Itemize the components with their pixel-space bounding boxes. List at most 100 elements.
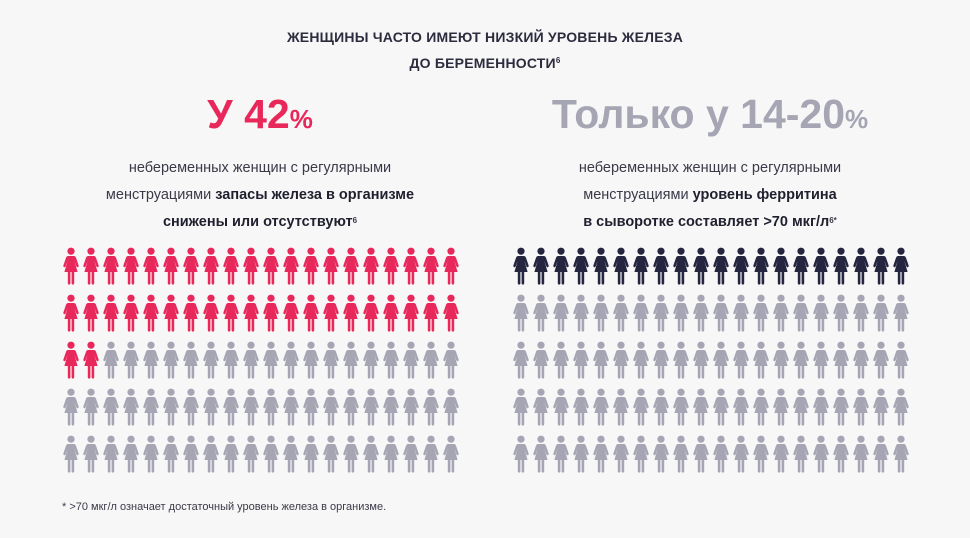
woman-icon-highlighted bbox=[301, 247, 321, 287]
woman-icon bbox=[511, 435, 531, 475]
woman-icon bbox=[361, 341, 381, 381]
woman-icon bbox=[831, 294, 851, 334]
title-line-2: ДО БЕРЕМЕННОСТИ6 bbox=[409, 55, 561, 71]
woman-icon bbox=[551, 341, 571, 381]
woman-icon-highlighted bbox=[221, 247, 241, 287]
woman-icon-highlighted bbox=[381, 247, 401, 287]
woman-icon bbox=[181, 341, 201, 381]
woman-icon bbox=[691, 341, 711, 381]
woman-icon bbox=[731, 388, 751, 428]
woman-icon-highlighted bbox=[321, 294, 341, 334]
woman-icon bbox=[671, 341, 691, 381]
woman-icon-highlighted bbox=[301, 294, 321, 334]
woman-icon-highlighted bbox=[61, 247, 81, 287]
woman-icon bbox=[691, 388, 711, 428]
woman-icon bbox=[201, 435, 221, 475]
woman-icon bbox=[141, 435, 161, 475]
woman-icon bbox=[401, 435, 421, 475]
woman-icon bbox=[831, 341, 851, 381]
woman-icon bbox=[301, 435, 321, 475]
woman-icon-highlighted bbox=[141, 294, 161, 334]
woman-icon bbox=[791, 388, 811, 428]
woman-icon-highlighted bbox=[81, 341, 101, 381]
right-column: Только у 14-20% небеременных женщин с ре… bbox=[495, 88, 925, 236]
woman-icon bbox=[871, 435, 891, 475]
woman-icon bbox=[851, 294, 871, 334]
woman-icon bbox=[181, 435, 201, 475]
woman-icon bbox=[221, 388, 241, 428]
woman-icon bbox=[121, 388, 141, 428]
woman-icon-highlighted bbox=[181, 294, 201, 334]
woman-icon bbox=[441, 388, 461, 428]
woman-icon bbox=[551, 388, 571, 428]
left-people-row bbox=[61, 341, 461, 388]
woman-icon bbox=[531, 294, 551, 334]
woman-icon bbox=[771, 341, 791, 381]
right-people-row bbox=[511, 341, 911, 388]
woman-icon bbox=[261, 388, 281, 428]
woman-icon bbox=[141, 341, 161, 381]
woman-icon-highlighted bbox=[381, 294, 401, 334]
woman-icon bbox=[771, 294, 791, 334]
woman-icon-highlighted bbox=[891, 247, 911, 287]
woman-icon-highlighted bbox=[361, 247, 381, 287]
woman-icon-highlighted bbox=[591, 247, 611, 287]
woman-icon bbox=[691, 435, 711, 475]
woman-icon bbox=[611, 341, 631, 381]
woman-icon bbox=[811, 388, 831, 428]
woman-icon bbox=[61, 435, 81, 475]
woman-icon bbox=[651, 341, 671, 381]
woman-icon bbox=[201, 341, 221, 381]
left-people-row bbox=[61, 388, 461, 435]
woman-icon-highlighted bbox=[281, 294, 301, 334]
woman-icon-highlighted bbox=[631, 247, 651, 287]
woman-icon bbox=[831, 435, 851, 475]
woman-icon-highlighted bbox=[161, 247, 181, 287]
left-people-grid bbox=[61, 247, 461, 482]
woman-icon bbox=[551, 294, 571, 334]
woman-icon bbox=[241, 435, 261, 475]
woman-icon bbox=[531, 435, 551, 475]
woman-icon bbox=[871, 388, 891, 428]
woman-icon bbox=[591, 388, 611, 428]
woman-icon-highlighted bbox=[321, 247, 341, 287]
woman-icon-highlighted bbox=[611, 247, 631, 287]
woman-icon bbox=[851, 341, 871, 381]
woman-icon-highlighted bbox=[261, 294, 281, 334]
woman-icon bbox=[691, 294, 711, 334]
woman-icon-highlighted bbox=[651, 247, 671, 287]
woman-icon-highlighted bbox=[421, 294, 441, 334]
woman-icon-highlighted bbox=[341, 294, 361, 334]
woman-icon-highlighted bbox=[401, 294, 421, 334]
woman-icon bbox=[511, 294, 531, 334]
woman-icon bbox=[261, 341, 281, 381]
left-headline: У 42% bbox=[207, 91, 313, 137]
woman-icon bbox=[121, 341, 141, 381]
woman-icon-highlighted bbox=[281, 247, 301, 287]
woman-icon-highlighted bbox=[831, 247, 851, 287]
woman-icon bbox=[631, 294, 651, 334]
woman-icon bbox=[201, 388, 221, 428]
woman-icon-highlighted bbox=[811, 247, 831, 287]
woman-icon-highlighted bbox=[731, 247, 751, 287]
woman-icon bbox=[731, 294, 751, 334]
woman-icon bbox=[831, 388, 851, 428]
woman-icon-highlighted bbox=[201, 247, 221, 287]
woman-icon bbox=[811, 435, 831, 475]
woman-icon-highlighted bbox=[421, 247, 441, 287]
woman-icon-highlighted bbox=[61, 341, 81, 381]
woman-icon bbox=[791, 435, 811, 475]
woman-icon bbox=[631, 388, 651, 428]
woman-icon-highlighted bbox=[341, 247, 361, 287]
woman-icon-highlighted bbox=[141, 247, 161, 287]
woman-icon bbox=[361, 388, 381, 428]
woman-icon bbox=[321, 388, 341, 428]
page-title: ЖЕНЩИНЫ ЧАСТО ИМЕЮТ НИЗКИЙ УРОВЕНЬ ЖЕЛЕЗ… bbox=[0, 24, 970, 76]
woman-icon bbox=[571, 294, 591, 334]
woman-icon bbox=[101, 388, 121, 428]
woman-icon bbox=[321, 435, 341, 475]
woman-icon bbox=[671, 294, 691, 334]
left-column: У 42% небеременных женщин с регулярными … bbox=[45, 88, 475, 236]
woman-icon bbox=[241, 388, 261, 428]
woman-icon bbox=[441, 435, 461, 475]
